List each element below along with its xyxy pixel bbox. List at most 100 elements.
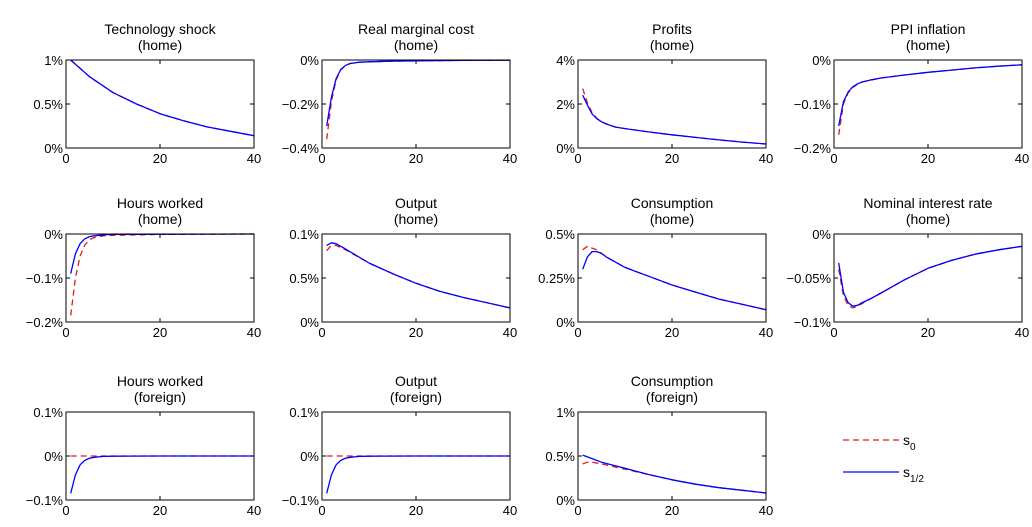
y-tick-label: −0.2% [26,315,64,330]
series-line-s1-2 [70,455,254,494]
panel-subtitle: (foreign) [390,389,442,405]
x-tick-label: 0 [574,151,581,166]
x-tick-label: 0 [830,151,837,166]
y-tick-label: 0% [44,227,63,242]
panel-2: Real marginal cost(home) 0% −0.2% −0.4%0 20 4… [282,21,517,166]
panel-title: Nominal interest rate [863,195,992,211]
panel-subtitle: (home) [394,211,438,227]
x-tick-label: 0 [318,325,325,340]
series-line-s0 [70,233,255,316]
y-tick-label: −0.1% [282,493,320,508]
panels-layer: Technology shock(home)1%0.5%0%0 20 40Real … [26,21,1029,518]
panel-7: Consumption(home) 0.5% 0.25% 0%0 20 40 [538,195,773,340]
y-tick-label: 0% [556,493,575,508]
x-tick-label: 40 [247,151,261,166]
y-tick-label: −0.1% [794,97,832,112]
y-tick-label: −0.1% [794,315,832,330]
series-line-s0 [838,245,1023,309]
x-tick-label: 40 [503,151,517,166]
y-tick-label: 0% [812,53,831,68]
x-tick-label: 40 [759,503,773,518]
x-tick-label: 0 [62,503,69,518]
x-tick-label: 20 [665,503,679,518]
y-tick-label: 0.5% [289,271,319,286]
x-tick-label: 40 [759,325,773,340]
panel-subtitle: (foreign) [646,389,698,405]
plot-frame [577,411,767,501]
y-tick-label: −0.1% [26,271,64,286]
panel-6: Output(home) 0.1% 0.5% 0%0 20 40 [289,195,517,340]
x-tick-label: 40 [247,325,261,340]
x-tick-label: 40 [759,151,773,166]
panel-subtitle: (home) [394,37,438,53]
series-line-s1-2 [582,454,767,494]
y-tick-label: 1% [44,53,63,68]
plot-frame [577,233,767,323]
y-tick-label: 0.1% [289,405,319,420]
x-tick-label: 20 [153,151,167,166]
plot-frame [833,59,1023,149]
panel-subtitle: (foreign) [134,389,186,405]
series-line-s1-2 [582,250,767,311]
panel-title: Hours worked [117,195,203,211]
panel-subtitle: (home) [650,37,694,53]
panel-subtitle: (home) [138,211,182,227]
plot-frame [65,59,255,149]
x-tick-label: 20 [665,325,679,340]
panel-title: PPI inflation [891,21,966,37]
y-tick-label: 0.1% [33,405,63,420]
panel-10: Output(foreign) 0.1% 0% −0.1%0 20 40 [282,373,517,518]
panel-title: Consumption [631,373,714,389]
panel-title: Output [395,373,437,389]
y-tick-label: 0% [556,315,575,330]
series-line-s1-2 [582,94,767,145]
x-tick-label: 40 [1015,151,1029,166]
panel-title: Technology shock [104,21,216,37]
y-tick-label: −0.2% [282,97,320,112]
x-tick-label: 20 [921,325,935,340]
series-line-s0 [326,59,511,140]
y-tick-label: 2% [556,97,575,112]
panel-5: Hours worked(home) 0% −0.1% −0.2%0 20 40 [26,195,261,340]
x-tick-label: 0 [574,503,581,518]
plot-frame [577,59,767,149]
panel-11: Consumption(foreign) 1% 0.5% 0%0 20 40 [545,373,773,518]
y-tick-label: 1% [556,405,575,420]
x-tick-label: 40 [1015,325,1029,340]
x-tick-label: 20 [409,151,423,166]
x-tick-label: 0 [318,151,325,166]
x-tick-label: 20 [665,151,679,166]
panel-title: Output [395,195,437,211]
series-line-s1-2 [70,233,255,274]
y-tick-label: −0.2% [794,141,832,156]
panel-4: PPI inflation(home) 0% −0.1% −0.2%0 20 40 [794,21,1029,166]
x-tick-label: 20 [153,503,167,518]
panel-title: Real marginal cost [358,21,474,37]
legend: s0 s1/2 [843,432,924,485]
plot-frame [65,411,255,501]
series-line-s0 [838,64,1023,135]
x-tick-label: 20 [409,325,423,340]
series-line-s0 [70,59,255,137]
legend-subscript: 0 [910,442,916,453]
plot-frame [833,233,1023,323]
x-tick-label: 0 [318,503,325,518]
y-tick-label: 0% [556,141,575,156]
x-tick-label: 0 [830,325,837,340]
panel-subtitle: (home) [138,37,182,53]
y-tick-label: 0% [300,315,319,330]
y-tick-label: 0.25% [538,271,575,286]
series-line-s1-2 [70,59,255,137]
x-tick-label: 40 [247,503,261,518]
panel-8: Nominal interest rate(home) 0% −0.05% −0.1%… [787,195,1030,340]
x-tick-label: 40 [503,325,517,340]
y-tick-label: −0.1% [26,493,64,508]
x-tick-label: 0 [574,325,581,340]
y-tick-label: 0% [812,227,831,242]
y-tick-label: 4% [556,53,575,68]
x-tick-label: 20 [409,503,423,518]
series-line-s1-2 [326,455,510,494]
panel-1: Technology shock(home) 1% 0.5% 0%0 20 40 [33,21,261,166]
series-line-s1-2 [326,59,511,127]
